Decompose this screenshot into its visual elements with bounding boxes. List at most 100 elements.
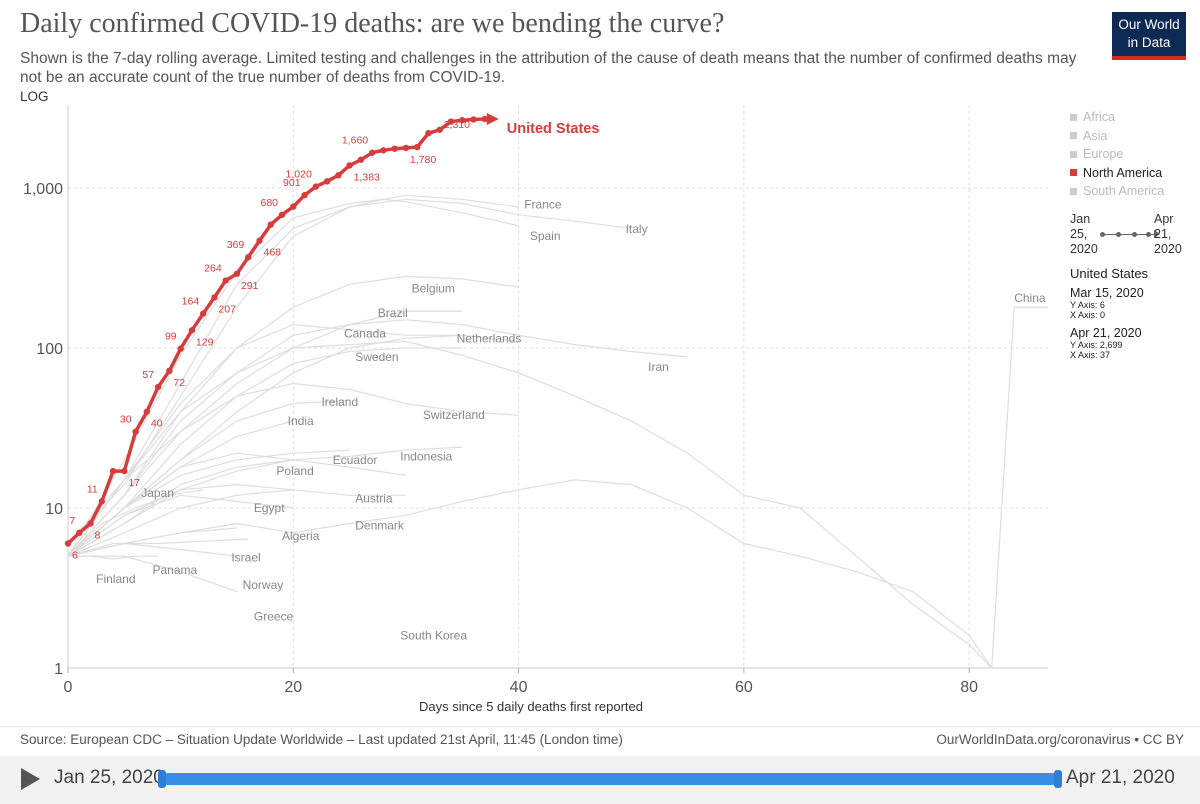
time-range-line xyxy=(1102,234,1156,235)
highlight-point xyxy=(413,143,421,151)
background-series-label: France xyxy=(524,197,562,211)
highlight-data-label: 72 xyxy=(173,377,185,389)
time-range-start-month: Jan xyxy=(1070,212,1091,226)
background-series-label: Netherlands xyxy=(457,331,522,345)
highlight-point xyxy=(301,192,308,199)
highlight-point xyxy=(143,408,151,415)
time-range-end-month: Apr xyxy=(1154,212,1174,226)
highlight-point xyxy=(76,529,83,536)
time-range-start: Jan 25, 2020 xyxy=(1070,212,1098,257)
highlight-point xyxy=(177,345,184,352)
highlight-point xyxy=(87,520,94,527)
highlight-data-label: 369 xyxy=(227,239,245,251)
background-series-label: Spain xyxy=(530,229,561,243)
highlight-point xyxy=(98,498,105,505)
highlight-data-label: 207 xyxy=(218,303,236,315)
background-series-line xyxy=(67,538,249,557)
time-range-indicator: Jan 25, 2020 Apr 21, 2020 xyxy=(1068,212,1190,262)
timeline-start-handle[interactable] xyxy=(158,770,166,788)
legend-swatch xyxy=(1070,132,1077,140)
highlight-arrowhead xyxy=(486,112,499,125)
background-series-line xyxy=(67,489,204,557)
highlight-point xyxy=(357,156,365,163)
highlight-data-label: 1,383 xyxy=(354,171,380,183)
legend-item-europe[interactable]: Europe xyxy=(1070,145,1194,164)
play-icon[interactable] xyxy=(21,768,40,790)
highlight-point xyxy=(335,172,342,179)
background-series-line xyxy=(67,323,519,557)
legend-label: South America xyxy=(1083,184,1165,199)
log-scale-toggle[interactable]: LOG xyxy=(20,89,49,104)
timeline-track[interactable] xyxy=(162,773,1058,785)
highlight-point xyxy=(233,270,241,277)
highlight-data-label: 40 xyxy=(151,418,163,430)
background-series-line xyxy=(68,555,238,593)
highlight-point xyxy=(222,277,229,284)
highlight-point xyxy=(245,254,252,261)
owid-logo[interactable]: Our World in Data xyxy=(1112,12,1186,60)
legend-swatch xyxy=(1070,113,1077,121)
highlight-data-label: 6 xyxy=(72,549,78,561)
highlight-series-label: United States xyxy=(507,121,600,137)
background-series-label: Austria xyxy=(355,491,393,505)
background-series-line xyxy=(67,489,294,557)
background-series-label: South Korea xyxy=(400,628,467,642)
legend-item-north-america[interactable]: North America xyxy=(1070,164,1194,183)
footer: Source: European CDC – Situation Update … xyxy=(0,729,1200,753)
background-series-label: Norway xyxy=(243,578,284,592)
time-range-start-day: 25, xyxy=(1070,227,1088,241)
time-range-end-day: 21, xyxy=(1154,227,1172,241)
highlight-point xyxy=(470,116,477,123)
background-series-label: Ireland xyxy=(321,395,358,409)
highlight-point xyxy=(166,367,173,375)
background-series-line xyxy=(67,275,519,557)
timeline-end-handle[interactable] xyxy=(1054,770,1062,788)
x-tick-label: 20 xyxy=(284,679,302,696)
y-tick-label: 1,000 xyxy=(23,181,63,198)
time-range-dot xyxy=(1100,232,1105,237)
highlight-point xyxy=(64,540,72,547)
info-end-x: X Axis: 37 xyxy=(1070,350,1111,360)
legend-item-south-america[interactable]: South America xyxy=(1070,182,1194,201)
highlight-point xyxy=(447,118,455,125)
logo-line-1: Our World xyxy=(1118,17,1180,32)
chart-subtitle: Shown is the 7-day rolling average. Limi… xyxy=(20,50,1077,86)
background-series-line xyxy=(67,452,406,557)
background-series-label: Indonesia xyxy=(400,449,452,463)
background-series-label: Brazil xyxy=(378,306,408,320)
legend-swatch xyxy=(1070,169,1077,177)
background-series-label: India xyxy=(288,414,314,428)
highlight-data-label: 8 xyxy=(95,529,101,541)
highlight-data-label: 129 xyxy=(196,336,214,348)
info-country: United States xyxy=(1070,266,1149,281)
highlight-data-label: 7 xyxy=(69,515,75,527)
highlight-data-label: 99 xyxy=(165,331,177,343)
time-range-end: Apr 21, 2020 xyxy=(1154,212,1182,257)
background-series-label: Belgium xyxy=(412,281,455,295)
background-series-line xyxy=(67,446,463,557)
background-series-label: Poland xyxy=(276,464,313,478)
time-range-start-year: 2020 xyxy=(1070,242,1098,256)
highlight-point xyxy=(391,145,398,152)
info-start-date: Mar 15, 2020 xyxy=(1070,286,1144,300)
highlight-point xyxy=(481,115,488,123)
highlight-point xyxy=(425,129,432,137)
legend-item-africa[interactable]: Africa xyxy=(1070,108,1194,127)
highlight-data-label: 1,780 xyxy=(410,154,436,166)
license-link[interactable]: OurWorldInData.org/coronavirus • CC BY xyxy=(936,732,1184,747)
time-range-dot xyxy=(1146,232,1151,237)
selected-entity-info: United States Mar 15, 2020 Y Axis: 6 X A… xyxy=(1070,266,1194,360)
highlight-point xyxy=(402,144,410,152)
highlight-data-label: 291 xyxy=(241,280,259,292)
highlight-point xyxy=(211,294,218,301)
background-series-label: Iran xyxy=(648,360,669,374)
legend-item-asia[interactable]: Asia xyxy=(1070,127,1194,146)
highlight-point xyxy=(436,126,443,133)
highlight-point xyxy=(346,162,353,169)
background-series-label: Egypt xyxy=(254,501,285,515)
legend-swatch xyxy=(1070,187,1077,195)
highlight-point xyxy=(459,117,466,124)
background-series-label: Canada xyxy=(344,327,386,341)
highlight-data-label: 30 xyxy=(120,414,132,426)
x-axis-label: Days since 5 daily deaths first reported xyxy=(419,699,643,714)
